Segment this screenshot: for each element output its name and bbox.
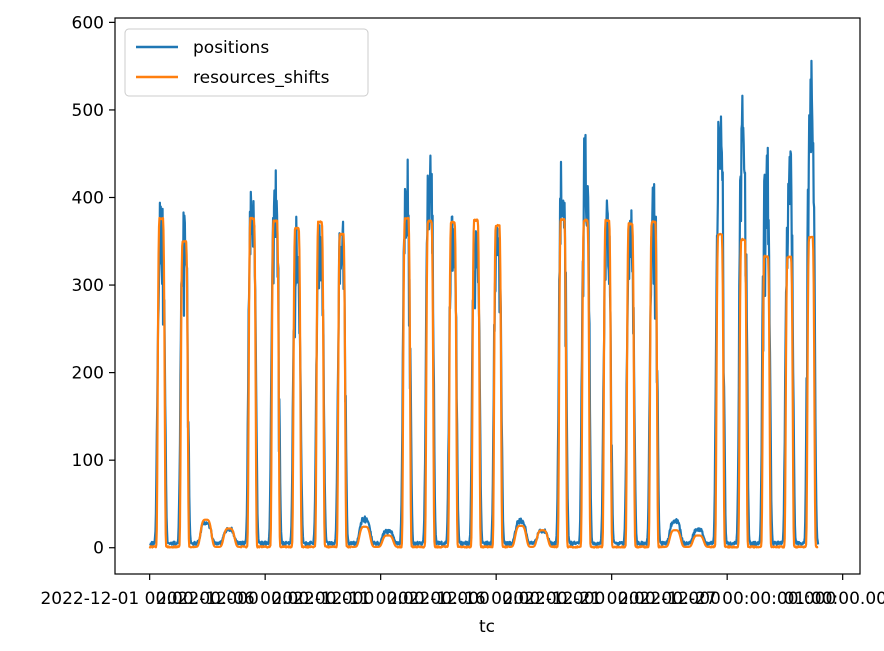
legend-box: [124, 28, 369, 97]
legend-label-positions: positions: [193, 38, 269, 58]
y-tick-label: 500: [72, 101, 104, 121]
y-tick-label: 100: [72, 451, 104, 471]
series-layer: [148, 59, 820, 549]
x-tick-label: 2022-12-21 00:00:00.000: [502, 589, 720, 609]
legend-label-resources-shifts: resources_shifts: [193, 68, 330, 88]
x-axis-label: tc: [479, 617, 495, 637]
series-line-resources-shifts: [148, 216, 819, 549]
legend: positions resources_shifts: [124, 28, 369, 97]
x-tick-label: 2022-12-11 00:00:00.000: [271, 589, 489, 609]
y-axis: 0 100 200 300 400 500 600: [72, 13, 115, 559]
y-tick-label: 400: [72, 188, 104, 208]
series-line-positions: [149, 59, 820, 547]
y-tick-label: 300: [72, 276, 104, 296]
y-tick-label: 0: [93, 539, 104, 559]
x-tick-label: 2022-12-27 00:00:00.000: [618, 589, 836, 609]
x-tick-label: 2022-12-01 00:00:00.000: [40, 589, 258, 609]
y-tick-label: 600: [72, 13, 104, 33]
y-tick-label: 200: [72, 364, 104, 384]
x-tick-label: 01:00:00.000: [784, 589, 884, 609]
plot-frame: [114, 17, 861, 575]
x-tick-label: 2022-12-06 00:00:00.000: [156, 589, 374, 609]
x-tick-label: 2022-12-16 00:00:00.000: [387, 589, 605, 609]
